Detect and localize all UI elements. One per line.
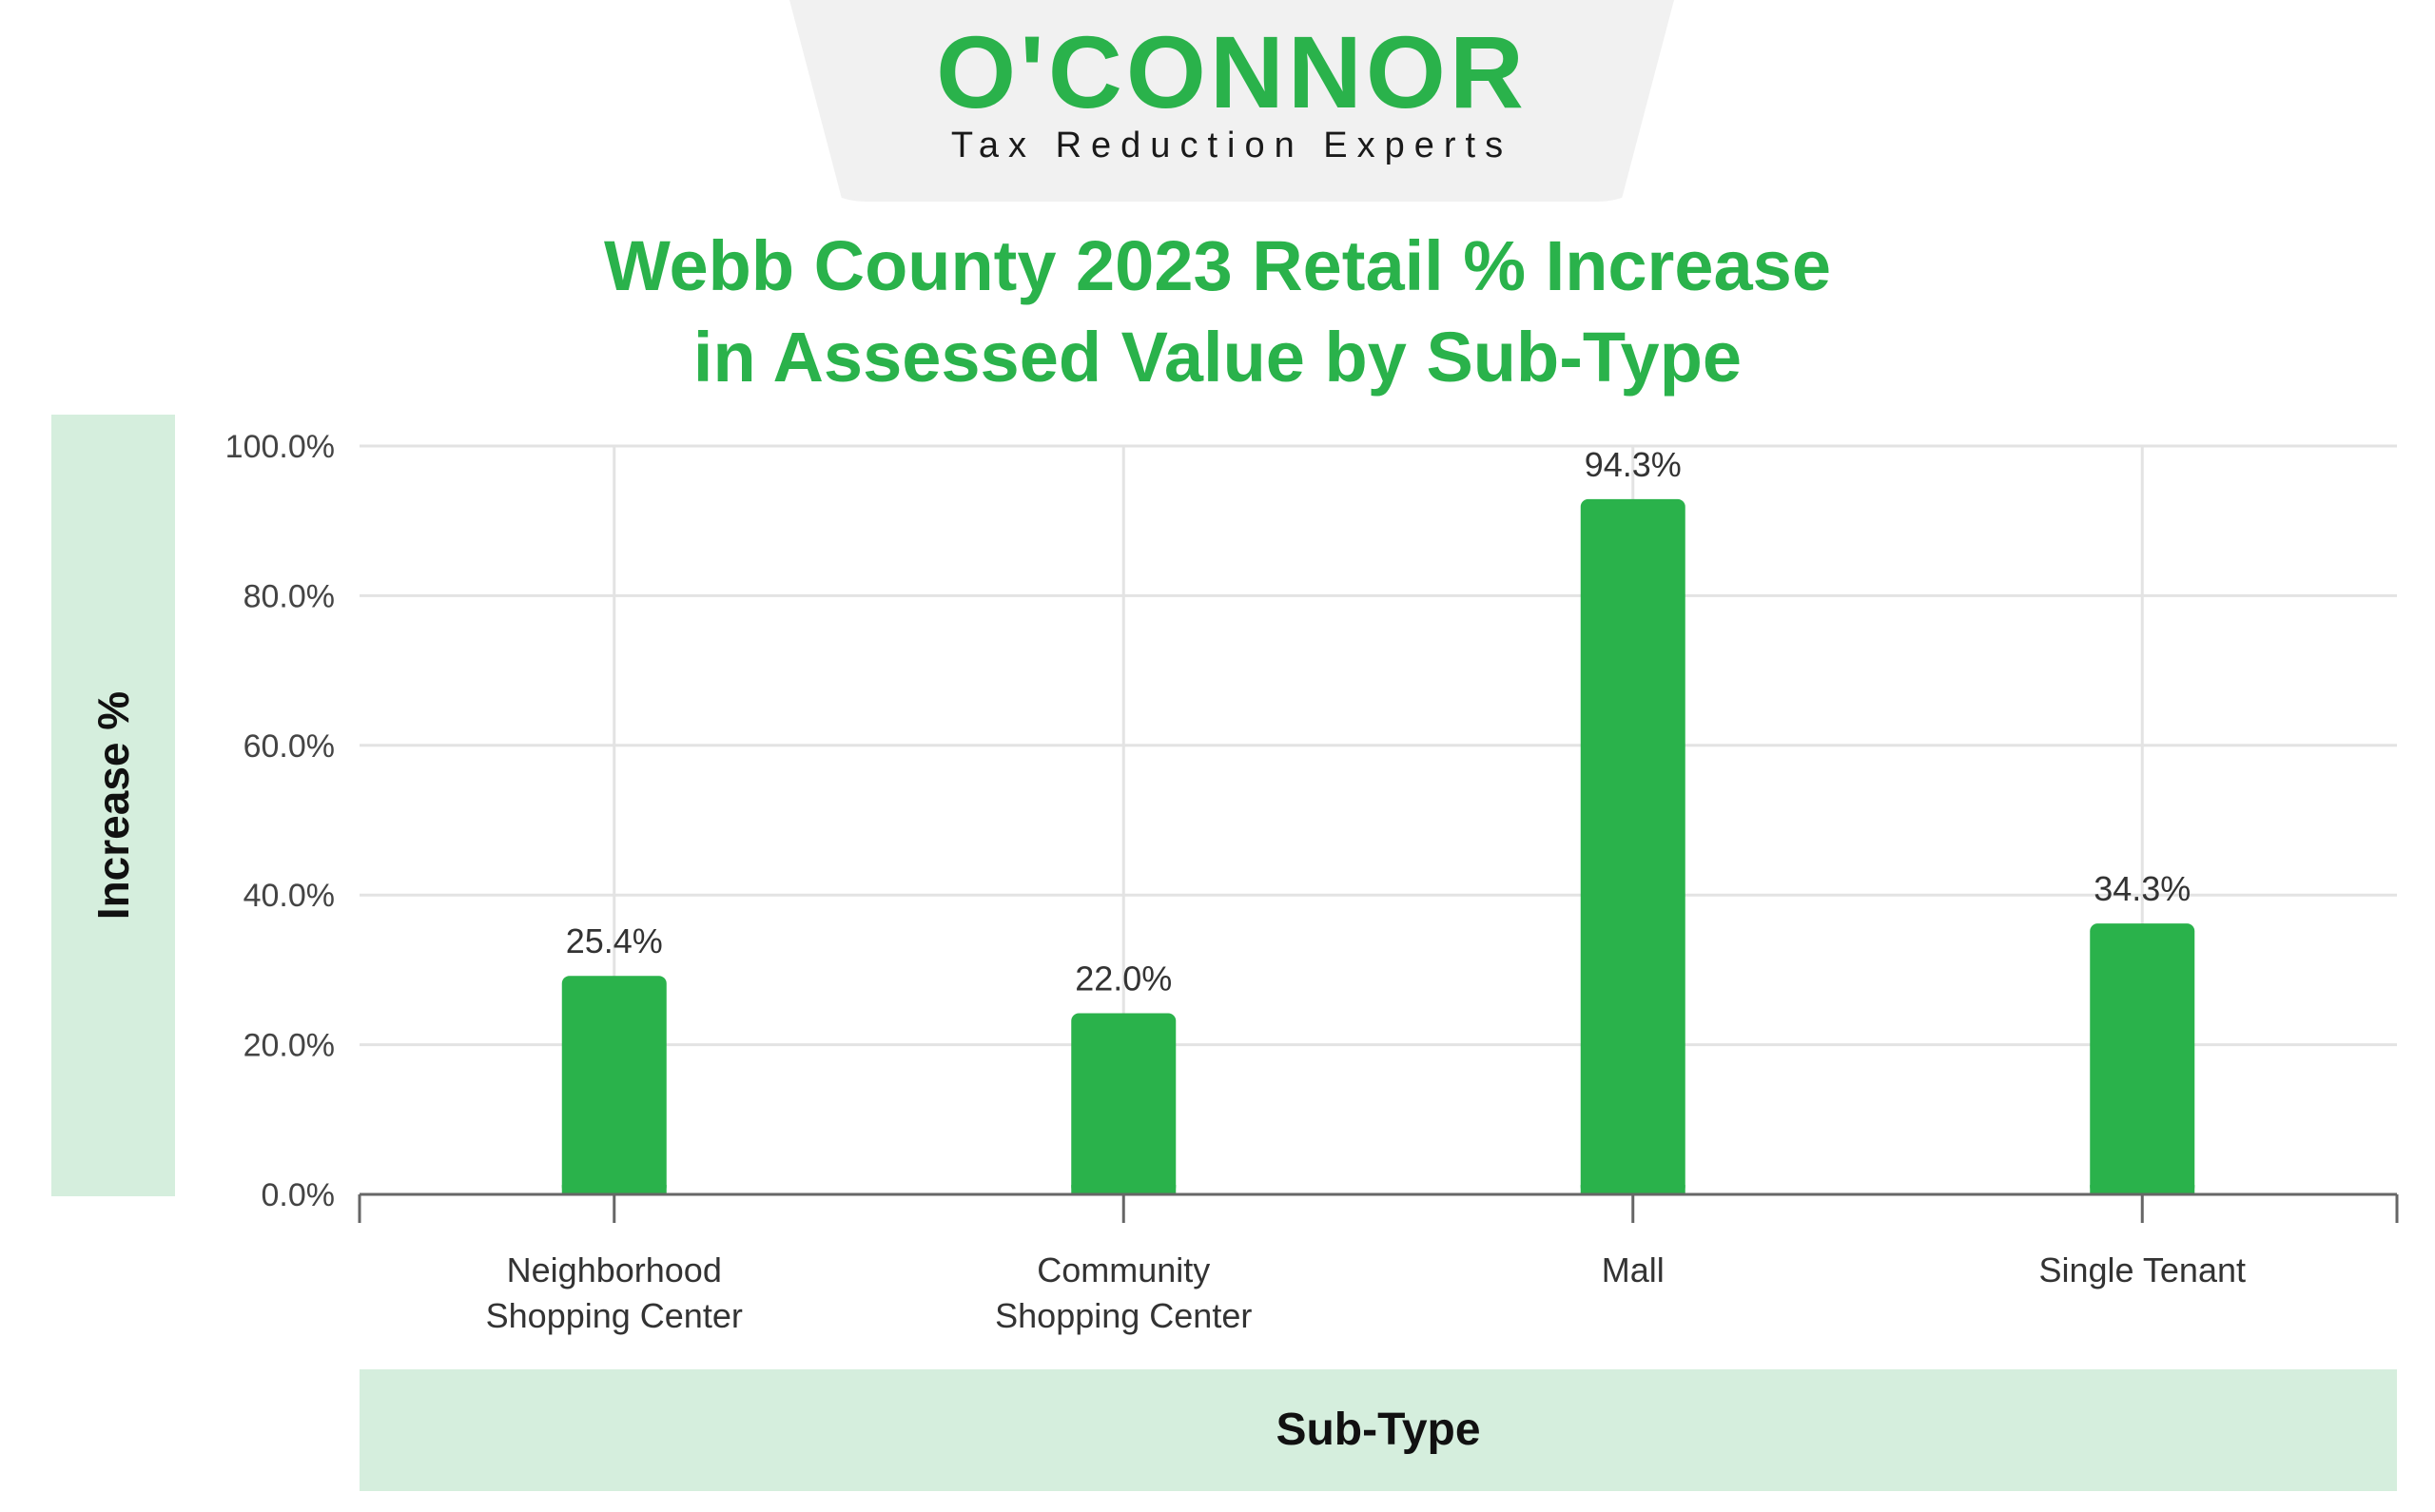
data-label: 25.4% — [566, 921, 663, 960]
y-tick-label: 0.0% — [262, 1177, 336, 1213]
data-label: 22.0% — [1075, 960, 1172, 998]
x-tick-label: Single Tenant — [2038, 1250, 2246, 1289]
bar-2 — [1580, 498, 1685, 1194]
bar-0 — [561, 976, 667, 1194]
chart-title: Webb County 2023 Retail % Increase in As… — [0, 221, 2435, 403]
x-axis-label: Sub-Type — [1276, 1405, 1481, 1455]
logo-tagline: Tax Reduction Experts — [950, 126, 1513, 165]
x-tick-label: Mall — [1602, 1250, 1665, 1289]
y-tick-label: 80.0% — [244, 578, 335, 614]
y-tick-label: 20.0% — [244, 1028, 335, 1064]
x-tick-label: Shopping Center — [486, 1296, 743, 1335]
bar-base-1 — [1071, 1185, 1177, 1194]
bar-3 — [2090, 923, 2195, 1194]
chart-title-line-2: in Assessed Value by Sub-Type — [692, 318, 1743, 397]
y-tick-label: 100.0% — [225, 429, 335, 465]
x-axis-label-band — [360, 1369, 2397, 1491]
bar-base-0 — [561, 1185, 667, 1194]
logo-wordmark: O'CONNOR — [936, 14, 1528, 129]
y-tick-label: 40.0% — [244, 878, 335, 914]
y-tick-label: 60.0% — [244, 728, 335, 765]
data-label: 34.3% — [2094, 869, 2191, 908]
bar-base-2 — [1580, 1185, 1685, 1194]
y-axis-label-band — [51, 415, 175, 1196]
data-label: 94.3% — [1585, 445, 1682, 484]
x-tick-label: Neighborhood — [507, 1250, 722, 1289]
x-tick-label: Shopping Center — [995, 1296, 1252, 1335]
bar-1 — [1071, 1013, 1177, 1194]
chart-title-line-1: Webb County 2023 Retail % Increase — [604, 226, 1831, 305]
x-tick-label: Community — [1037, 1250, 1210, 1289]
logo-background — [789, 0, 1674, 202]
bar-base-3 — [2090, 1185, 2195, 1194]
